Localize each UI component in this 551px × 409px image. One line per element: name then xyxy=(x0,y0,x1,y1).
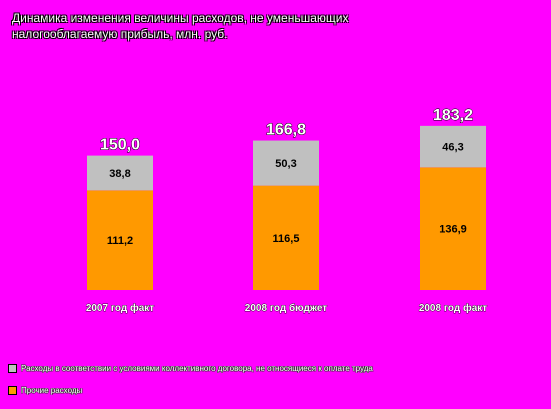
data-label-collective-agreement-2: 46,3 xyxy=(442,142,463,154)
legend-label-other-expenses: Прочие расходы xyxy=(21,385,83,395)
data-label-other-expenses-1: 116,5 xyxy=(273,233,300,245)
total-label-1: 166,8 xyxy=(266,122,306,139)
category-label-0: 2007 год факт xyxy=(86,302,154,314)
category-label-1: 2008 год бюджет xyxy=(245,302,327,314)
bar-segment-collective-agreement-2 xyxy=(420,125,486,168)
total-label-2: 183,2 xyxy=(433,107,473,124)
legend-item-other-expenses: Прочие расходы xyxy=(8,384,548,396)
bar-segment-other-expenses-1 xyxy=(253,185,319,290)
bar-segment-collective-agreement-0 xyxy=(87,155,153,191)
total-label-0: 150,0 xyxy=(100,137,140,154)
chart-title: Динамика изменения величины расходов, не… xyxy=(12,11,349,41)
chart-legend: Расходы в соответствии с условиями колле… xyxy=(8,362,548,406)
legend-item-collective-agreement: Расходы в соответствии с условиями колле… xyxy=(8,362,548,374)
legend-swatch-other-expenses xyxy=(8,385,17,395)
bar-segment-other-expenses-0 xyxy=(87,190,153,290)
data-label-other-expenses-2: 136,9 xyxy=(439,224,467,236)
legend-swatch-collective-agreement xyxy=(8,363,17,373)
legend-label-collective-agreement: Расходы в соответствии с условиями колле… xyxy=(21,363,373,373)
data-label-collective-agreement-0: 38,8 xyxy=(109,168,130,180)
bar-segment-other-expenses-2 xyxy=(420,167,486,290)
bar-segment-collective-agreement-1 xyxy=(253,140,319,186)
category-label-2: 2008 год факт xyxy=(419,302,487,314)
data-label-other-expenses-0: 111,2 xyxy=(107,235,133,247)
data-label-collective-agreement-1: 50,3 xyxy=(275,158,296,170)
